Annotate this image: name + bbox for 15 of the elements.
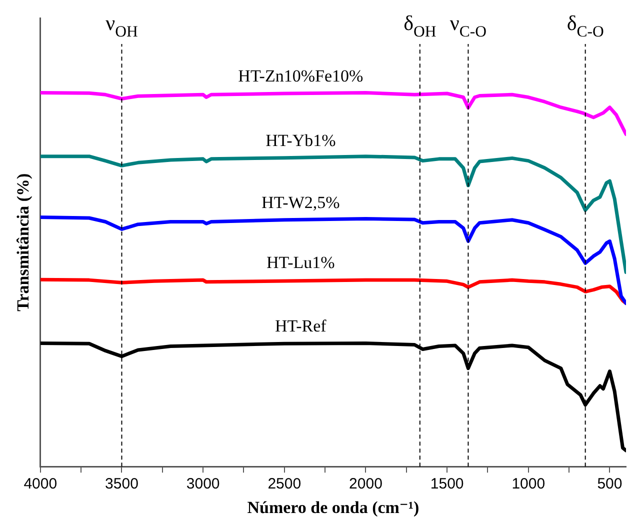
x-tick-label: 2000 bbox=[349, 476, 382, 493]
series-label: HT-Lu1% bbox=[266, 253, 335, 272]
y-axis-title: Transmitância (%) bbox=[14, 173, 33, 312]
series-label: HT-Yb1% bbox=[266, 130, 336, 150]
x-tick-label: 500 bbox=[597, 476, 622, 493]
x-tick-label: 1500 bbox=[430, 476, 464, 493]
x-tick-label: 3500 bbox=[105, 476, 138, 493]
x-tick-label: 4000 bbox=[24, 476, 58, 493]
x-tick-label: 2500 bbox=[268, 476, 302, 493]
x-tick-label: 3000 bbox=[186, 476, 220, 493]
series-label: HT-W2,5% bbox=[262, 192, 340, 212]
series-label: HT-Zn10%Fe10% bbox=[238, 66, 364, 86]
x-tick-label: 1000 bbox=[512, 476, 546, 493]
x-axis-title: Número de onda (cm⁻¹) bbox=[247, 498, 420, 518]
series-label: HT-Ref bbox=[275, 316, 327, 336]
